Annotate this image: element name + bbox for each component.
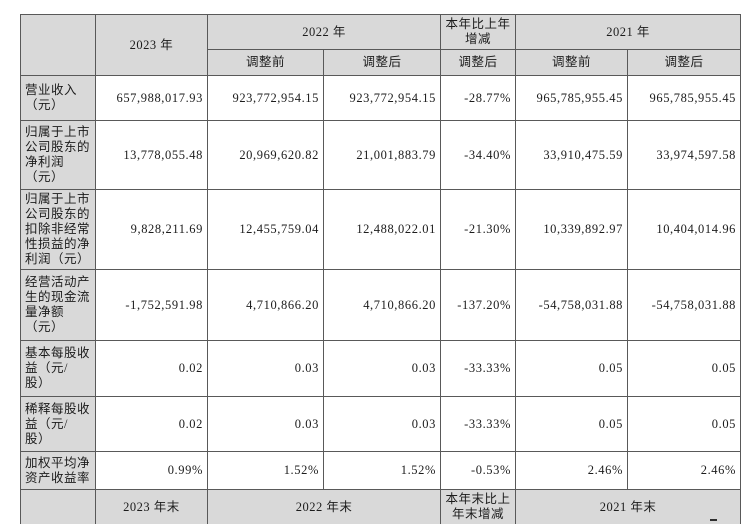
- data-cell: 1.52%: [322, 451, 442, 490]
- data-cell: 0.03: [207, 340, 324, 397]
- data-cell: -54,758,031.88: [627, 269, 742, 341]
- data-cell: 13,778,055.48: [95, 120, 208, 190]
- data-cell: 923,772,954.15: [322, 75, 442, 121]
- footer-row-year-ends: 2023 年末 2022 年末 本年末比上 年末增减 2021 年末: [20, 489, 742, 524]
- header-row-adjustments: 调整前 调整后 调整后 调整前 调整后: [21, 49, 742, 76]
- data-cell: 33,910,475.59: [515, 120, 629, 190]
- data-cell: 12,455,759.04: [207, 189, 324, 270]
- data-cell: 965,785,955.45: [627, 75, 742, 121]
- table-row: 归属于上市 公司股东的 净利润 （元） 13,778,055.48 20,969…: [20, 120, 742, 190]
- data-cell: 1.52%: [207, 451, 324, 490]
- row-label-cash-flow: 经营活动产 生的现金流 量净额 （元）: [20, 269, 96, 341]
- data-cell: -28.77%: [440, 75, 517, 121]
- subheader-change-post: 调整后: [440, 49, 517, 76]
- data-cell: 0.99%: [95, 451, 208, 490]
- table-row: 营业收入 （元） 657,988,017.93 923,772,954.15 9…: [20, 75, 742, 121]
- data-cell: -1,752,591.98: [95, 269, 208, 341]
- data-cell: -33.33%: [440, 396, 517, 452]
- table-row: 归属于上市 公司股东的 扣除非经常 性损益的净 利润（元） 9,828,211.…: [20, 189, 742, 270]
- col-header-change: 本年比上年 增减: [440, 14, 517, 50]
- data-cell: 657,988,017.93: [95, 75, 208, 121]
- data-cell: 0.05: [515, 396, 629, 452]
- data-cell: 20,969,620.82: [207, 120, 324, 190]
- financial-summary-table: 2023 年 2022 年 本年比上年 增减 2021 年 调整前 调整后 调整…: [20, 14, 742, 524]
- data-cell: 0.03: [322, 340, 442, 397]
- data-cell: -137.20%: [440, 269, 517, 341]
- data-cell: 965,785,955.45: [515, 75, 629, 121]
- data-cell: 0.02: [95, 396, 208, 452]
- row-label-diluted-eps: 稀释每股收 益（元/ 股）: [20, 396, 96, 452]
- data-cell: 21,001,883.79: [322, 120, 442, 190]
- footer-2021-end: 2021 年末: [515, 489, 742, 524]
- data-cell: 4,710,866.20: [207, 269, 324, 341]
- row-label-net-profit-excl: 归属于上市 公司股东的 扣除非经常 性损益的净 利润（元）: [20, 189, 96, 270]
- data-cell: 0.05: [515, 340, 629, 397]
- data-cell: 9,828,211.69: [95, 189, 208, 270]
- row-label-basic-eps: 基本每股收 益（元/ 股）: [20, 340, 96, 397]
- footer-change-label: 本年末比上 年末增减: [440, 489, 517, 524]
- data-cell: 0.05: [627, 396, 742, 452]
- footer-2023-end: 2023 年末: [95, 489, 208, 524]
- subheader-2022-pre: 调整前: [207, 49, 324, 76]
- table-row: 基本每股收 益（元/ 股） 0.02 0.03 0.03 -33.33% 0.0…: [20, 340, 742, 397]
- data-cell: 4,710,866.20: [322, 269, 442, 341]
- footer-corner-cell: [20, 489, 96, 524]
- data-cell: 0.03: [322, 396, 442, 452]
- row-label-revenue: 营业收入 （元）: [20, 75, 96, 121]
- data-cell: -33.33%: [440, 340, 517, 397]
- table-row: 稀释每股收 益（元/ 股） 0.02 0.03 0.03 -33.33% 0.0…: [20, 396, 742, 452]
- stray-mark: [710, 519, 717, 521]
- data-cell: 0.02: [95, 340, 208, 397]
- data-cell: -54,758,031.88: [515, 269, 629, 341]
- data-cell: 0.05: [627, 340, 742, 397]
- data-cell: -0.53%: [440, 451, 517, 490]
- data-cell: 2.46%: [515, 451, 629, 490]
- data-cell: -34.40%: [440, 120, 517, 190]
- subheader-2021-post: 调整后: [627, 49, 742, 76]
- data-cell: 12,488,022.01: [322, 189, 442, 270]
- subheader-2022-post: 调整后: [322, 49, 442, 76]
- data-cell: 0.03: [207, 396, 324, 452]
- data-cell: 10,339,892.97: [515, 189, 629, 270]
- table-row: 加权平均净 资产收益率 0.99% 1.52% 1.52% -0.53% 2.4…: [20, 451, 742, 490]
- corner-cell: [20, 14, 96, 76]
- subheader-2021-pre: 调整前: [515, 49, 629, 76]
- data-cell: -21.30%: [440, 189, 517, 270]
- table-row: 经营活动产 生的现金流 量净额 （元） -1,752,591.98 4,710,…: [20, 269, 742, 341]
- data-cell: 10,404,014.96: [627, 189, 742, 270]
- data-cell: 2.46%: [627, 451, 742, 490]
- header-row-years: 2023 年 2022 年 本年比上年 增减 2021 年: [20, 14, 742, 76]
- footer-2022-end: 2022 年末: [206, 489, 442, 524]
- data-cell: 923,772,954.15: [207, 75, 324, 121]
- col-header-2022: 2022 年: [206, 14, 442, 50]
- row-label-roe: 加权平均净 资产收益率: [20, 451, 96, 490]
- col-header-2021: 2021 年: [515, 14, 742, 50]
- col-header-2023: 2023 年: [95, 14, 208, 76]
- data-cell: 33,974,597.58: [627, 120, 742, 190]
- row-label-net-profit: 归属于上市 公司股东的 净利润 （元）: [20, 120, 96, 190]
